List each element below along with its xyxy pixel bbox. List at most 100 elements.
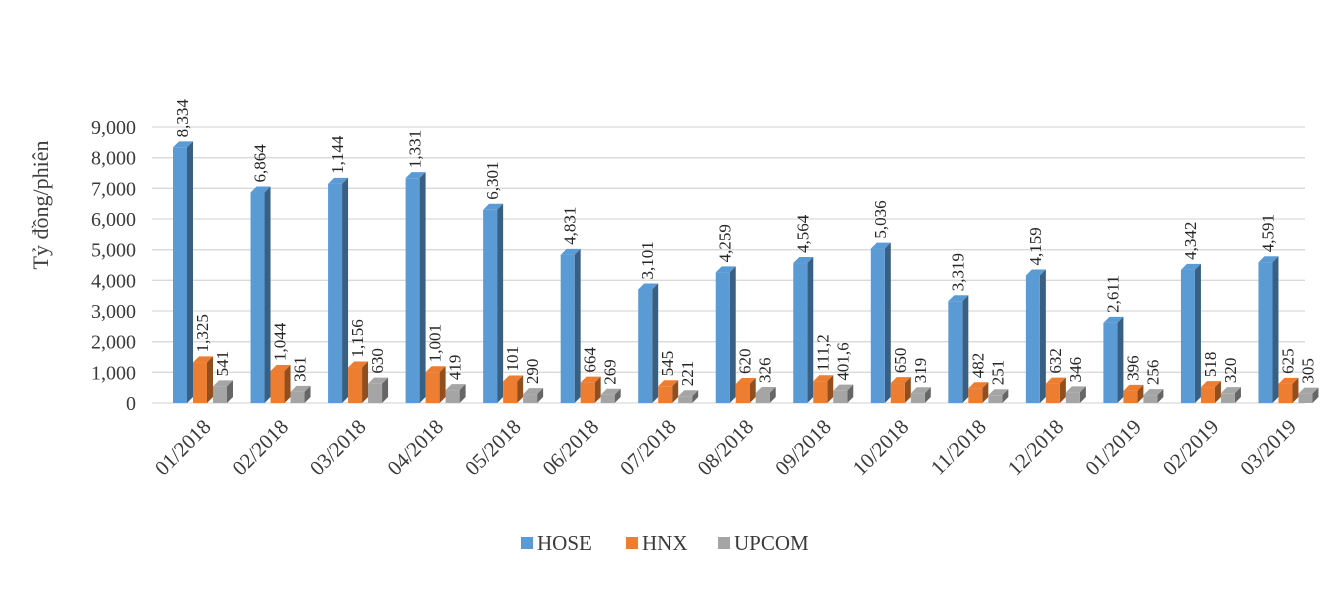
bar-front <box>290 391 305 403</box>
data-label-upcom: 221 <box>678 361 697 387</box>
bar-hnx <box>1045 377 1066 403</box>
bar-front <box>1045 383 1060 403</box>
bar-upcom <box>755 387 776 403</box>
x-tick-label: 07/2018 <box>615 415 681 481</box>
y-tick-label: 3,000 <box>91 301 136 323</box>
bar-upcom <box>445 384 466 403</box>
bar-side <box>187 141 193 403</box>
data-label-upcom: 305 <box>1298 358 1317 384</box>
bar-upcom <box>910 387 931 403</box>
data-label-upcom: 630 <box>368 348 387 374</box>
legend: HOSE HNX UPCOM <box>521 531 809 555</box>
bar-top <box>523 388 544 395</box>
data-label-hose: 3,101 <box>638 241 657 279</box>
data-label-hose: 6,864 <box>251 144 270 183</box>
bar-side <box>962 295 969 403</box>
bar-hose <box>948 295 969 403</box>
bar-side <box>1312 387 1319 403</box>
data-label-upcom: 326 <box>756 358 775 384</box>
legend-item-hnx: HNX <box>626 531 688 555</box>
data-label-hose: 4,259 <box>716 224 735 262</box>
x-tick-label: 02/2018 <box>227 415 293 481</box>
bar-front <box>1143 395 1158 403</box>
bar-top <box>793 257 814 264</box>
bar-hose <box>250 186 271 403</box>
bar-front <box>715 272 730 403</box>
y-tick-label: 5,000 <box>91 240 136 262</box>
bar-top <box>580 376 601 383</box>
bar-top <box>483 203 504 210</box>
bar-hose <box>1258 256 1279 403</box>
bar-top <box>405 172 426 179</box>
bar-hose <box>793 257 814 403</box>
bar-side <box>362 361 369 403</box>
bar-hose <box>638 283 659 403</box>
x-tick-label: 01/2019 <box>1080 415 1146 481</box>
bar-top <box>1298 387 1319 394</box>
bar-side <box>497 203 504 403</box>
data-label-hose: 8,334 <box>173 99 192 138</box>
bars <box>173 141 1319 403</box>
bar-side <box>304 385 311 403</box>
bar-front <box>1220 393 1235 403</box>
bar-front <box>250 192 265 403</box>
data-label-upcom: 346 <box>1066 357 1085 383</box>
x-tick-label: 04/2018 <box>382 415 448 481</box>
data-label-hnx: 101 <box>503 346 522 372</box>
bar-front <box>870 248 885 403</box>
legend-item-hose: HOSE <box>521 531 592 555</box>
data-label-hose: 2,611 <box>1103 275 1122 313</box>
bar-side <box>904 377 911 403</box>
bar-front <box>213 386 227 403</box>
data-label-upcom: 251 <box>988 360 1007 386</box>
bar-side <box>382 377 389 403</box>
data-label-hose: 4,564 <box>793 214 812 253</box>
bar-front <box>1123 390 1138 403</box>
bar-hose <box>1103 316 1124 403</box>
x-tick-label: 03/2018 <box>305 415 371 481</box>
bar-side <box>1079 386 1086 403</box>
bar-side <box>729 266 736 403</box>
data-label-upcom: 401,6 <box>833 342 852 380</box>
bar-hnx <box>1123 384 1144 403</box>
x-tick-label: 11/2018 <box>926 415 991 480</box>
data-label-upcom: 290 <box>523 359 542 385</box>
data-label-hose: 4,831 <box>561 207 580 245</box>
bar-front <box>1298 393 1313 403</box>
data-label-hnx: 518 <box>1201 352 1220 378</box>
bar-top <box>193 356 213 363</box>
bar-hose <box>1180 263 1201 403</box>
y-tick-label: 0 <box>126 393 136 415</box>
bar-side <box>1137 384 1144 403</box>
bar-side <box>807 257 814 403</box>
bar-top <box>213 380 233 387</box>
bar-front <box>523 394 538 403</box>
bar-side <box>419 172 426 403</box>
bar-front <box>328 183 343 403</box>
bar-top <box>715 266 736 273</box>
bar-top <box>1025 269 1046 276</box>
bar-side <box>264 186 271 403</box>
data-label-hose: 6,301 <box>483 162 502 200</box>
bar-hose <box>1025 269 1046 403</box>
legend-swatch <box>626 537 638 549</box>
bar-hnx <box>968 382 989 403</box>
bar-side <box>1002 389 1009 403</box>
x-tick-label: 09/2018 <box>770 415 836 481</box>
bar-front <box>1103 322 1118 403</box>
bar-front <box>793 263 808 403</box>
bar-hnx <box>735 377 756 403</box>
bar-side <box>884 242 891 403</box>
y-tick-label: 6,000 <box>91 209 136 231</box>
bar-side <box>652 283 659 403</box>
bar-top <box>445 384 466 391</box>
bar-top <box>368 377 389 384</box>
data-label-upcom: 541 <box>213 351 232 377</box>
legend-item-upcom: UPCOM <box>718 531 809 555</box>
y-tick-label: 7,000 <box>91 178 136 200</box>
y-axis-ticks: 0 1,000 2,000 3,000 4,000 5,000 6,000 7,000 8,00… <box>91 117 136 415</box>
bar-upcom <box>213 380 233 403</box>
bar-hose <box>328 177 349 403</box>
data-label-hnx: 625 <box>1278 348 1297 374</box>
bar-side <box>749 377 756 403</box>
